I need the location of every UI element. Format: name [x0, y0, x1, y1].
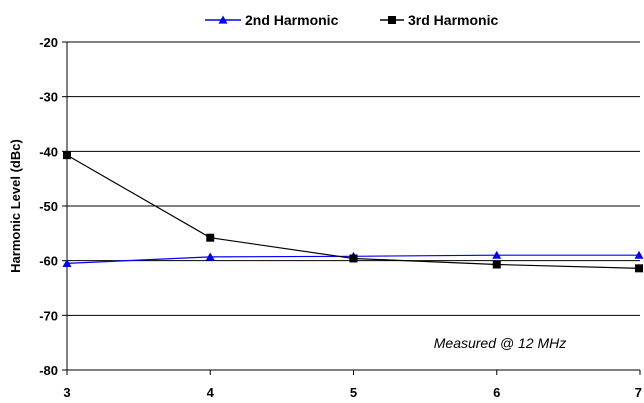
- series-0-point-0: [62, 258, 72, 267]
- y-tick-label-3: -50: [39, 199, 58, 214]
- series-line-1: [66, 154, 641, 269]
- series-0-point-4: [634, 250, 644, 259]
- x-tick-label-1: 4: [207, 385, 215, 400]
- series-1-point-0: [63, 151, 71, 160]
- series-0-point-1: [205, 252, 215, 261]
- y-tick-label-1: -30: [39, 90, 58, 105]
- y-tick-label-6: -80: [39, 363, 58, 378]
- y-tick-label-4: -60: [39, 254, 58, 269]
- series-1-point-3: [492, 260, 501, 269]
- y-axis-label: Harmonic Level (dBc): [8, 139, 23, 273]
- series-markers: [62, 151, 644, 273]
- x-tick-label-0: 3: [63, 385, 70, 400]
- axes: [62, 41, 641, 375]
- series-1-point-4: [635, 264, 643, 273]
- x-tick-label-3: 6: [493, 385, 500, 400]
- legend-marker-1: [388, 16, 396, 24]
- x-tick-labels: 3 4 5 6 7: [63, 385, 642, 400]
- legend: 2nd Harmonic 3rd Harmonic: [205, 12, 498, 28]
- y-tick-labels: -20 -30 -40 -50 -60 -70 -80: [39, 35, 58, 378]
- legend-label-1: 3rd Harmonic: [408, 12, 498, 28]
- series-1-point-1: [206, 233, 215, 242]
- x-tick-label-4: 7: [635, 385, 642, 400]
- x-tick-label-2: 5: [350, 385, 357, 400]
- y-tick-label-2: -40: [39, 144, 58, 159]
- chart-annotation: Measured @ 12 MHz: [434, 335, 566, 351]
- y-tick-label-0: -20: [39, 35, 58, 50]
- legend-label-0: 2nd Harmonic: [245, 12, 339, 28]
- series-1-point-2: [349, 254, 358, 263]
- legend-marker-0: [218, 15, 228, 24]
- gridlines: [67, 41, 640, 316]
- series-0-point-3: [492, 250, 502, 259]
- y-tick-label-5: -70: [39, 308, 58, 323]
- series-lines: [66, 154, 641, 269]
